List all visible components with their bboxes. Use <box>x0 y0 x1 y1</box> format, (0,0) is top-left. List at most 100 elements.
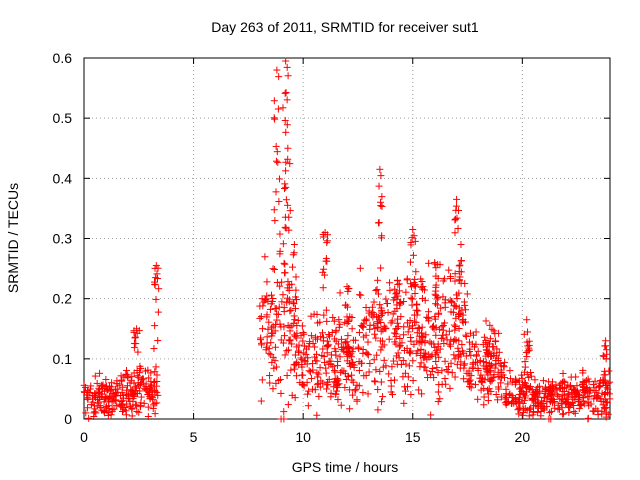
data-point <box>400 298 408 306</box>
data-point <box>474 395 482 403</box>
data-point <box>451 270 459 278</box>
data-point <box>288 340 296 348</box>
data-point <box>452 215 460 223</box>
data-point <box>274 158 282 166</box>
data-point <box>464 378 472 386</box>
data-point <box>298 371 306 379</box>
data-point <box>380 341 388 349</box>
y-tick-label: 0.2 <box>53 291 73 307</box>
data-point <box>399 357 407 365</box>
data-point <box>287 306 295 314</box>
data-point <box>289 251 297 259</box>
data-point <box>319 284 327 292</box>
data-point <box>293 359 301 367</box>
data-point <box>363 350 371 358</box>
data-point <box>455 304 463 312</box>
data-point <box>481 375 489 383</box>
data-point <box>494 396 502 404</box>
data-point <box>128 386 136 394</box>
data-point <box>422 349 430 357</box>
data-point <box>495 348 503 356</box>
data-point <box>551 386 559 394</box>
data-point <box>107 411 115 419</box>
data-point <box>419 333 427 341</box>
data-point <box>361 316 369 324</box>
data-point <box>300 330 308 338</box>
data-point <box>484 390 492 398</box>
data-point <box>538 404 546 412</box>
data-point <box>440 275 448 283</box>
data-point <box>365 368 373 376</box>
data-point <box>453 295 461 303</box>
data-point <box>271 343 279 351</box>
data-point <box>290 241 298 249</box>
data-point <box>280 332 288 340</box>
data-point <box>414 347 422 355</box>
data-point <box>467 351 475 359</box>
data-point <box>605 390 613 398</box>
data-point <box>314 373 322 381</box>
data-point <box>477 371 485 379</box>
x-tick-label: 10 <box>295 429 311 445</box>
data-point <box>433 364 441 372</box>
data-point <box>429 364 437 372</box>
data-point <box>312 335 320 343</box>
data-point <box>418 390 426 398</box>
data-point <box>272 157 280 165</box>
y-tick-label: 0.5 <box>53 110 73 126</box>
data-point <box>571 386 579 394</box>
data-point <box>488 361 496 369</box>
data-point <box>504 380 512 388</box>
data-point <box>134 390 142 398</box>
data-point <box>332 390 340 398</box>
data-point <box>269 265 277 273</box>
data-point <box>501 374 509 382</box>
data-point <box>356 264 364 272</box>
data-point <box>325 331 333 339</box>
data-point <box>266 372 274 380</box>
data-point <box>596 395 604 403</box>
data-point <box>276 247 284 255</box>
data-point <box>334 396 342 404</box>
data-point <box>315 370 323 378</box>
data-point <box>362 315 370 323</box>
data-point <box>372 334 380 342</box>
data-point <box>130 328 138 336</box>
data-point <box>529 396 537 404</box>
data-point <box>290 300 298 308</box>
data-point <box>267 291 275 299</box>
data-point <box>304 402 312 410</box>
data-point <box>451 335 459 343</box>
data-point <box>407 391 415 399</box>
data-point <box>283 63 291 71</box>
data-point <box>474 347 482 355</box>
data-point <box>132 333 140 341</box>
data-point <box>132 340 140 348</box>
data-point <box>479 340 487 348</box>
data-point <box>340 367 348 375</box>
data-point <box>275 73 283 81</box>
data-point <box>327 389 335 397</box>
data-point <box>378 202 386 210</box>
data-point <box>409 377 417 385</box>
data-point <box>558 395 566 403</box>
data-point <box>377 311 385 319</box>
data-point <box>451 302 459 310</box>
data-point <box>521 379 529 387</box>
data-point <box>348 325 356 333</box>
data-point <box>325 341 333 349</box>
data-point <box>256 314 264 322</box>
data-point <box>437 304 445 312</box>
data-point <box>460 298 468 306</box>
data-point <box>404 383 412 391</box>
data-point <box>131 334 139 342</box>
data-point <box>270 97 278 105</box>
data-point <box>154 308 162 316</box>
data-point <box>377 378 385 386</box>
data-point <box>283 96 291 104</box>
data-point <box>413 337 421 345</box>
data-point <box>315 392 323 400</box>
data-point <box>291 332 299 340</box>
data-point <box>483 367 491 375</box>
